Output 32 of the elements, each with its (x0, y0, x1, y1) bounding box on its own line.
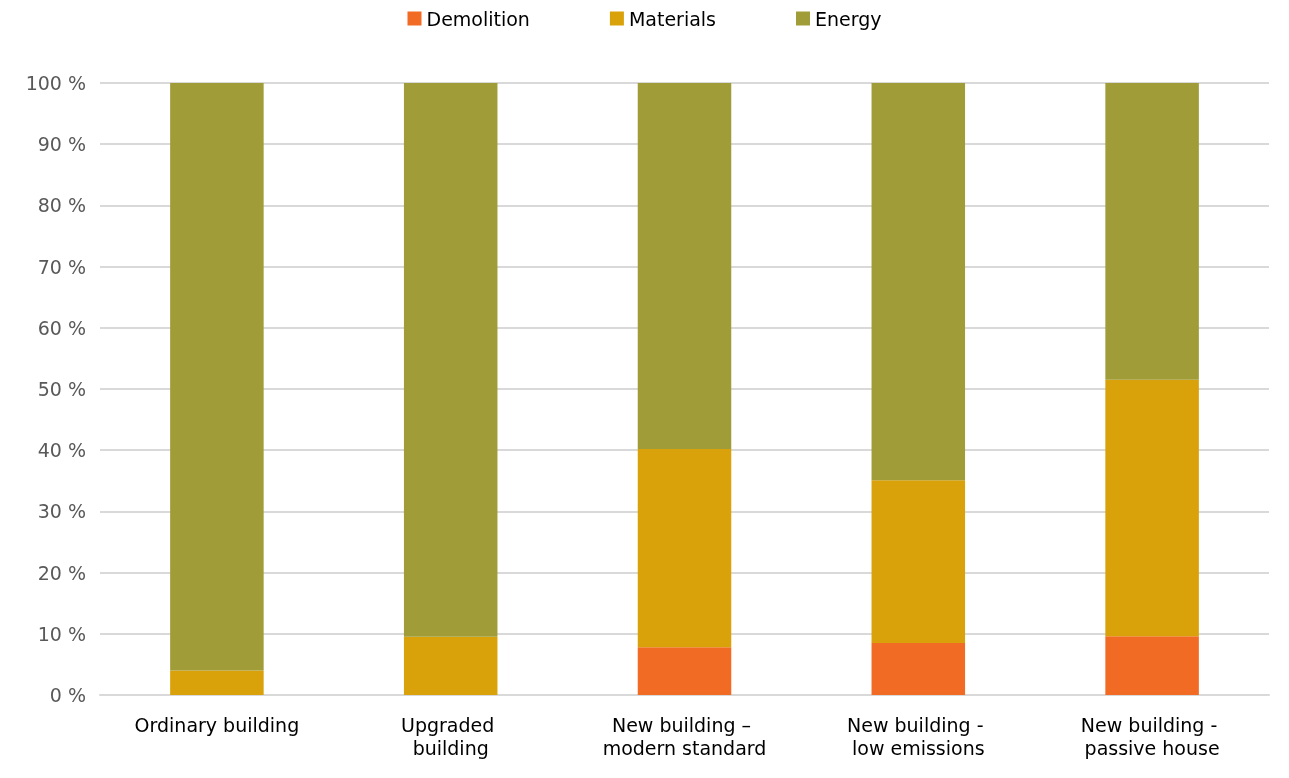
y-tick-label: 50 % (37, 378, 86, 400)
bar (170, 670, 264, 695)
bar (1105, 83, 1199, 380)
bar (637, 448, 732, 648)
bar (637, 83, 732, 449)
y-tick-label: 60 % (37, 316, 86, 339)
x-tick-label: New building - passive house (1080, 713, 1224, 759)
y-tick-label: 80 % (37, 194, 86, 217)
y-tick-label: 10 % (37, 622, 86, 645)
y-tick-label: 100 % (25, 72, 86, 94)
x-tick-label: New building - low emissions (847, 713, 990, 759)
bar (871, 642, 966, 695)
legend-label: Energy (814, 7, 882, 30)
x-tick-label: Upgraded building (401, 713, 501, 759)
bar (637, 647, 732, 695)
bar (871, 480, 966, 643)
y-tick-label: 0 % (49, 684, 86, 706)
bar (403, 83, 498, 637)
legend-label: Materials (628, 7, 716, 30)
bar (1105, 379, 1199, 637)
y-tick-label: 70 % (37, 255, 86, 278)
y-tick-label: 90 % (37, 133, 86, 156)
y-tick-label: 30 % (37, 500, 86, 523)
bar (871, 83, 966, 481)
x-tick-label: New building – modern standard (602, 713, 767, 759)
bar (170, 83, 264, 671)
legend-label: Demolition (426, 7, 530, 30)
x-tick-label: Ordinary building (134, 713, 300, 736)
bar (403, 636, 498, 695)
y-tick-label: 20 % (37, 561, 86, 584)
bar (1105, 636, 1199, 695)
y-tick-label: 40 % (37, 439, 86, 462)
